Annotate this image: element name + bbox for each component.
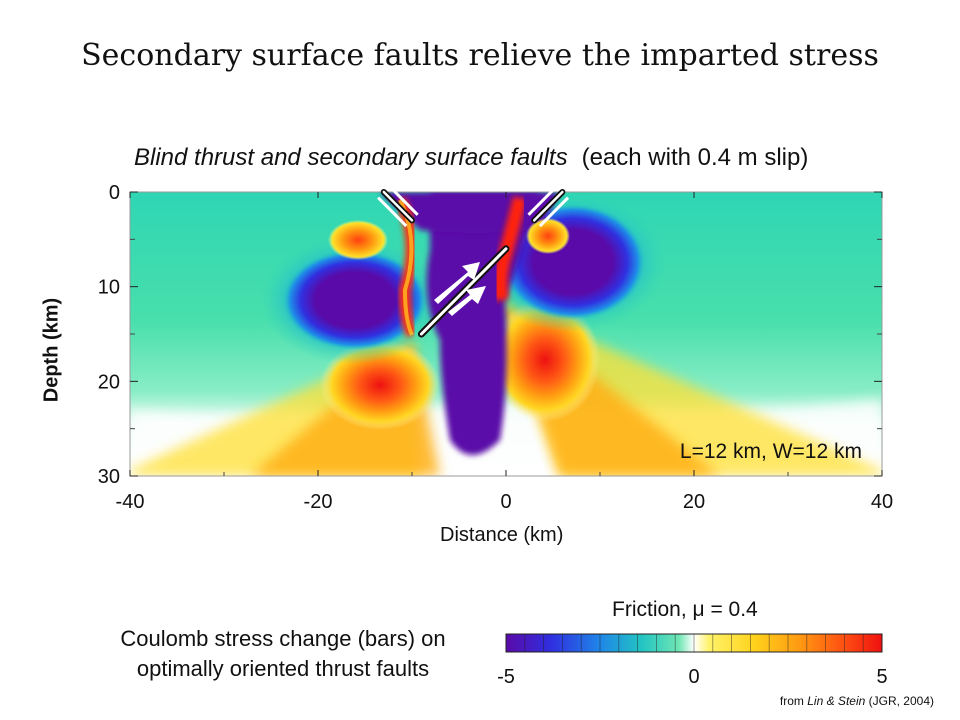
x-tick-label: -20 [304, 491, 333, 513]
x-axis-label: Distance (km) [440, 524, 564, 546]
stress-heatmap [130, 192, 882, 476]
colorbar: -5 0 5 [497, 633, 888, 688]
colorbar-tick-label: 0 [688, 666, 699, 688]
y-axis-label: Depth (km) [40, 297, 63, 403]
colorbar-divisions [524, 634, 864, 652]
credit-suffix: (JGR, 2004) [865, 694, 934, 708]
source-credit: from Lin & Stein (JGR, 2004) [780, 694, 934, 708]
y-tick-label: 10 [98, 277, 120, 299]
colorbar-title: Friction, μ = 0.4 [612, 598, 758, 621]
credit-authors: Lin & Stein [807, 694, 866, 708]
y-tick-label: 20 [98, 371, 120, 393]
surface-slip-arrow [527, 185, 558, 216]
y-tick-label: 0 [109, 182, 120, 204]
colorbar-ticks: -5 0 5 [497, 666, 887, 688]
x-tick-label: 20 [683, 491, 705, 513]
fault-traces [377, 185, 570, 338]
surface-slip-arrow [377, 196, 408, 228]
page-title: Secondary surface faults relieve the imp… [81, 38, 879, 73]
colorbar-tick-label: 5 [876, 666, 887, 688]
fault-trace [419, 247, 508, 336]
x-tick-label: -40 [116, 491, 145, 513]
x-axis: -40 -20 0 20 40 [116, 192, 893, 513]
fault-dimensions-label: L=12 km, W=12 km [680, 440, 862, 463]
colorbar-description: Coulomb stress change (bars) on optimall… [120, 626, 446, 681]
credit-prefix: from [779, 694, 808, 708]
fault-trace [382, 190, 414, 222]
fault-trace [532, 190, 564, 222]
surface-slip-arrow [388, 185, 419, 216]
surface-slip-arrow [538, 196, 570, 228]
x-tick-label: 0 [500, 491, 511, 513]
x-tick-label: 40 [871, 491, 893, 513]
y-axis: 0 10 20 30 [98, 182, 882, 488]
colorbar-tick-label: -5 [497, 666, 515, 688]
plot-title-main: Blind thrust and secondary surface fault… [134, 144, 568, 171]
plot-title-slip: (each with 0.4 m slip) [581, 144, 809, 171]
slip-arrows [434, 262, 486, 316]
plot-title: Blind thrust and secondary surface fault… [134, 144, 808, 172]
y-tick-label: 30 [98, 466, 120, 488]
